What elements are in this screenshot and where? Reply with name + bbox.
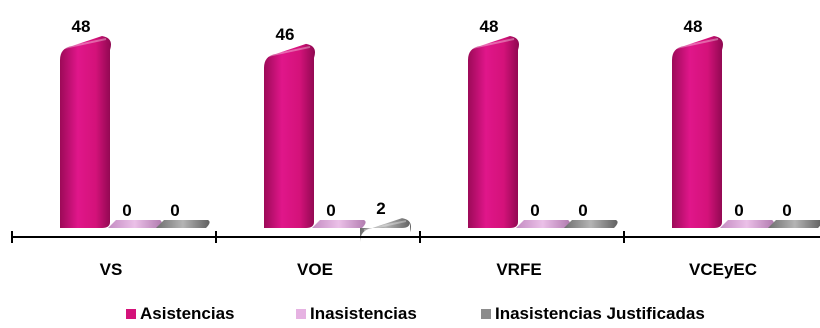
data-label: 0: [578, 201, 587, 220]
bar-body: [360, 218, 411, 243]
bar-vceyec-inasistencias: 0: [720, 201, 774, 228]
bar-body: [108, 220, 162, 228]
legend-item-inasistencias-justificadas: Inasistencias Justificadas: [481, 304, 705, 323]
bar-vs-asistencias: 48: [60, 17, 111, 228]
data-label: 48: [72, 17, 91, 36]
bar-highlight: [363, 220, 407, 232]
data-label: 48: [684, 17, 703, 36]
category-label-vrfe: VRFE: [496, 260, 541, 279]
bar-body: [468, 36, 519, 228]
data-label: 0: [734, 201, 743, 220]
bar-vrfe-inasistencias: 0: [516, 201, 570, 228]
legend-label: Inasistencias Justificadas: [495, 304, 705, 323]
bar-body: [264, 43, 315, 228]
category-label-voe: VOE: [297, 260, 333, 279]
data-label: 48: [480, 17, 499, 36]
legend-label: Asistencias: [140, 304, 235, 323]
bar-vrfe-asistencias: 48: [468, 17, 519, 228]
bar-voe-inasistencias: 0: [312, 201, 366, 228]
bar-body: [720, 220, 774, 228]
data-label: 0: [122, 201, 131, 220]
data-label: 2: [376, 199, 385, 218]
data-label: 0: [530, 201, 539, 220]
data-label: 0: [170, 201, 179, 220]
bar-vceyec-asistencias: 48: [672, 17, 723, 228]
bar-voe-inasistencias-justificadas: 2: [360, 199, 411, 243]
x-axis: VS VOE VRFE VCEyEC: [11, 231, 820, 279]
bar-body: [516, 220, 570, 228]
legend-swatch: [481, 309, 491, 319]
bar-vrfe-inasistencias-justificadas: 0: [564, 201, 618, 228]
legend-item-asistencias: Asistencias: [126, 304, 235, 323]
bar-body: [672, 36, 723, 228]
bar-vceyec-inasistencias-justificadas: 0: [768, 201, 820, 228]
bar-highlight: [675, 38, 719, 49]
bar-vs-inasistencias-justificadas: 0: [156, 201, 210, 228]
bar-body: [156, 220, 210, 228]
category-label-vceyec: VCEyEC: [689, 260, 757, 279]
legend: Asistencias Inasistencias Inasistencias Ju…: [126, 304, 705, 323]
data-label: 0: [326, 201, 335, 220]
legend-swatch: [296, 309, 306, 319]
bar-body: [564, 220, 618, 228]
bar-body: [768, 220, 820, 228]
legend-item-inasistencias: Inasistencias: [296, 304, 417, 323]
legend-label: Inasistencias: [310, 304, 417, 323]
category-label-vs: VS: [100, 260, 123, 279]
bar-body: [60, 36, 111, 228]
bar-highlight: [63, 38, 107, 49]
bar-body: [312, 220, 366, 228]
bar-highlight: [471, 38, 515, 49]
data-label: 46: [276, 25, 295, 44]
bar-voe-asistencias: 46: [264, 25, 315, 228]
chart-bars: 48 0 0 46 0 2 48 0 0 48 0 0: [60, 17, 820, 243]
bar-vs-inasistencias: 0: [108, 201, 162, 228]
bar-highlight: [267, 45, 311, 57]
data-label: 0: [782, 201, 791, 220]
legend-swatch: [126, 309, 136, 319]
